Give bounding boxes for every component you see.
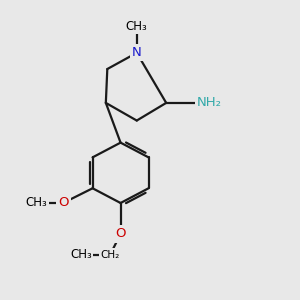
Text: CH₃: CH₃ [26,196,47,209]
Text: O: O [58,196,68,209]
Text: CH₃: CH₃ [126,20,148,33]
Text: N: N [132,46,142,59]
Text: O: O [115,227,126,240]
Text: CH₂: CH₂ [100,250,120,260]
Text: NH₂: NH₂ [197,96,222,110]
Text: CH₃: CH₃ [70,248,92,261]
